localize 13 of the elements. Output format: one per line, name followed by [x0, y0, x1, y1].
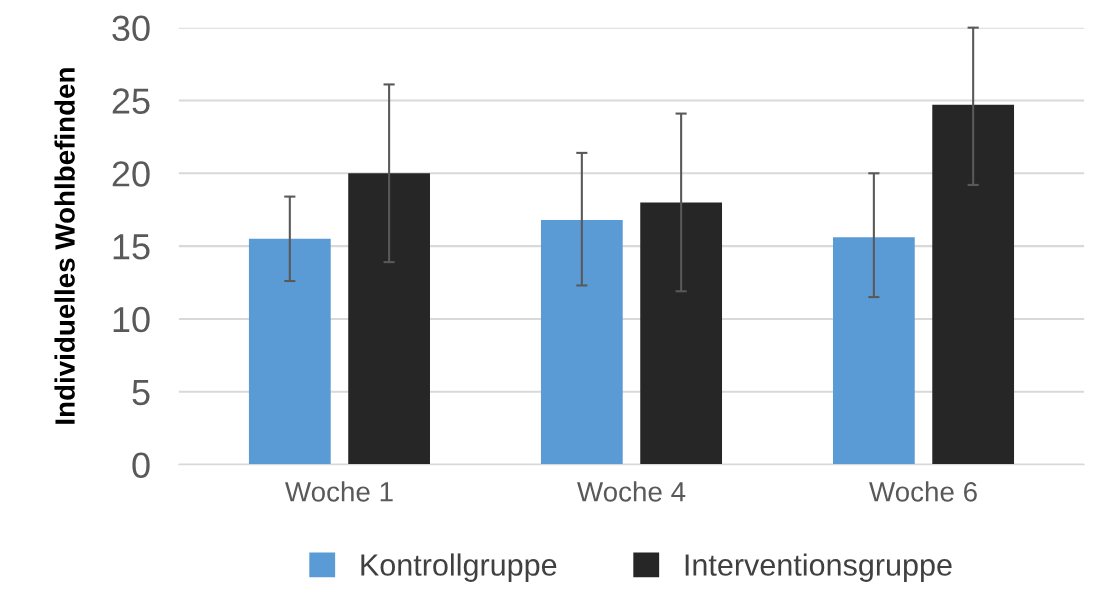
x-tick-label: Woche 6: [869, 481, 977, 502]
y-tick-label: 0: [132, 452, 150, 479]
y-tick-label: 5: [132, 379, 150, 406]
y-tick-label: 10: [113, 306, 150, 333]
y-tick-label: 20: [112, 161, 150, 187]
y-tick-label: 25: [112, 88, 150, 114]
legend-label: Kontrollgruppe: [361, 553, 557, 582]
x-tick-label: Woche 4: [577, 481, 686, 502]
legend-label: Interventionsgruppe: [685, 553, 952, 582]
y-axis-title: Individuelles Wohlbefinden: [54, 68, 75, 424]
x-tick-label: Woche 1: [285, 481, 393, 502]
y-tick-label: 30: [112, 15, 150, 42]
y-tick-label: 15: [113, 234, 150, 260]
